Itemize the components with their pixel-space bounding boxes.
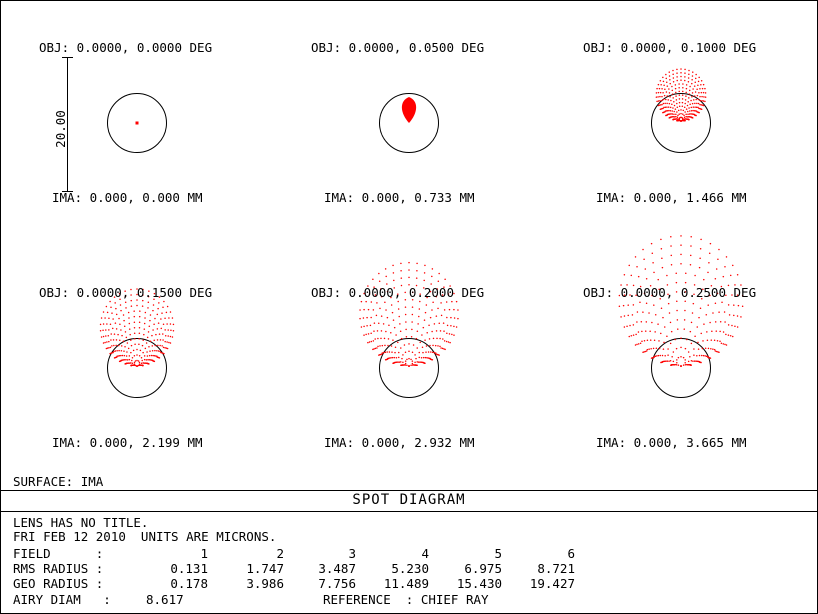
spot-panel-4 xyxy=(99,288,175,398)
airy-row-label: AIRY DIAM : xyxy=(13,592,111,607)
airy-disk-circle xyxy=(379,338,439,398)
obj-label-2: OBJ: 0.0000, 0.0500 DEG xyxy=(311,40,485,55)
ima-label-2: IMA: 0.000, 0.733 MM xyxy=(324,190,475,205)
ray-spot-pattern xyxy=(99,288,175,367)
airy-value: 8.617 xyxy=(146,592,184,607)
ima-label-6: IMA: 0.000, 3.665 MM xyxy=(596,435,747,450)
ima-label-4: IMA: 0.000, 2.199 MM xyxy=(52,435,203,450)
spot-panel-2 xyxy=(379,93,439,153)
geo-value: 0.178 xyxy=(170,576,208,591)
ray-spot-pattern xyxy=(359,261,459,367)
ray-spot-pattern xyxy=(618,235,744,367)
airy-disk-circle xyxy=(107,93,167,153)
field-value: 2 xyxy=(276,546,284,561)
ray-spot-pattern xyxy=(655,68,707,122)
rms-value: 5.230 xyxy=(391,561,429,576)
spot-panel-5 xyxy=(359,261,459,398)
geo-row-label: GEO RADIUS : xyxy=(13,576,104,591)
ima-label-1: IMA: 0.000, 0.000 MM xyxy=(52,190,203,205)
ima-label-3: IMA: 0.000, 1.466 MM xyxy=(596,190,747,205)
obj-label-6: OBJ: 0.0000, 0.2500 DEG xyxy=(583,285,757,300)
rms-value: 6.975 xyxy=(464,561,502,576)
rms-value: 3.487 xyxy=(318,561,356,576)
diagram-title: SPOT DIAGRAM xyxy=(352,492,466,508)
geo-value: 3.986 xyxy=(246,576,284,591)
field-value: 3 xyxy=(348,546,356,561)
surface-label: SURFACE: IMA xyxy=(13,474,104,489)
ray-spot-pattern xyxy=(401,97,417,123)
ray-spot-pattern xyxy=(135,121,139,125)
rms-value: 1.747 xyxy=(246,561,284,576)
field-value: 1 xyxy=(200,546,208,561)
ima-label-5: IMA: 0.000, 2.932 MM xyxy=(324,435,475,450)
spot-panel-6 xyxy=(618,235,744,398)
field-row-label: FIELD : xyxy=(13,546,104,561)
obj-label-4: OBJ: 0.0000, 0.1500 DEG xyxy=(39,285,213,300)
field-value: 5 xyxy=(494,546,502,561)
obj-label-5: OBJ: 0.0000, 0.2000 DEG xyxy=(311,285,485,300)
geo-value: 19.427 xyxy=(529,576,575,591)
info-date-units: FRI FEB 12 2010 UNITS ARE MICRONS. xyxy=(13,529,277,544)
scale-bar-label: 20.00 xyxy=(52,110,68,148)
airy-disk-circle xyxy=(107,338,167,398)
field-value: 4 xyxy=(421,546,429,561)
spot-panel-3 xyxy=(651,68,711,153)
rms-row-label: RMS RADIUS : xyxy=(13,561,104,576)
rms-value: 8.721 xyxy=(537,561,575,576)
airy-disk-circle xyxy=(379,93,439,153)
scale-bar xyxy=(62,57,73,192)
geo-value: 15.430 xyxy=(456,576,502,591)
field-value: 6 xyxy=(567,546,575,561)
reference-label: REFERENCE : CHIEF RAY xyxy=(323,592,489,607)
rms-value: 0.131 xyxy=(170,561,208,576)
airy-disk-circle xyxy=(651,93,711,153)
info-lens-title: LENS HAS NO TITLE. xyxy=(13,515,149,530)
geo-value: 11.489 xyxy=(383,576,429,591)
geo-value: 7.756 xyxy=(318,576,356,591)
spot-panel-1 xyxy=(107,93,167,153)
obj-label-3: OBJ: 0.0000, 0.1000 DEG xyxy=(583,40,757,55)
obj-label-1: OBJ: 0.0000, 0.0000 DEG xyxy=(39,40,213,55)
